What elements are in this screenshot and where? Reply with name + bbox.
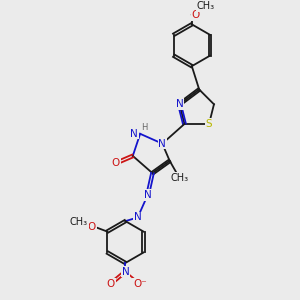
Text: N: N bbox=[144, 190, 152, 200]
Text: N: N bbox=[176, 99, 183, 109]
Text: O: O bbox=[192, 10, 200, 20]
Text: O: O bbox=[111, 158, 120, 168]
Text: O⁻: O⁻ bbox=[133, 279, 147, 289]
Text: N: N bbox=[122, 267, 129, 277]
Text: CH₃: CH₃ bbox=[70, 218, 88, 227]
Text: CH₃: CH₃ bbox=[196, 1, 214, 11]
Text: O: O bbox=[106, 279, 115, 289]
Text: N: N bbox=[158, 139, 166, 148]
Text: N: N bbox=[134, 212, 142, 222]
Text: S: S bbox=[206, 119, 212, 129]
Text: CH₃: CH₃ bbox=[170, 173, 189, 183]
Text: H: H bbox=[141, 123, 148, 132]
Text: N: N bbox=[130, 129, 138, 139]
Text: O: O bbox=[88, 222, 96, 232]
